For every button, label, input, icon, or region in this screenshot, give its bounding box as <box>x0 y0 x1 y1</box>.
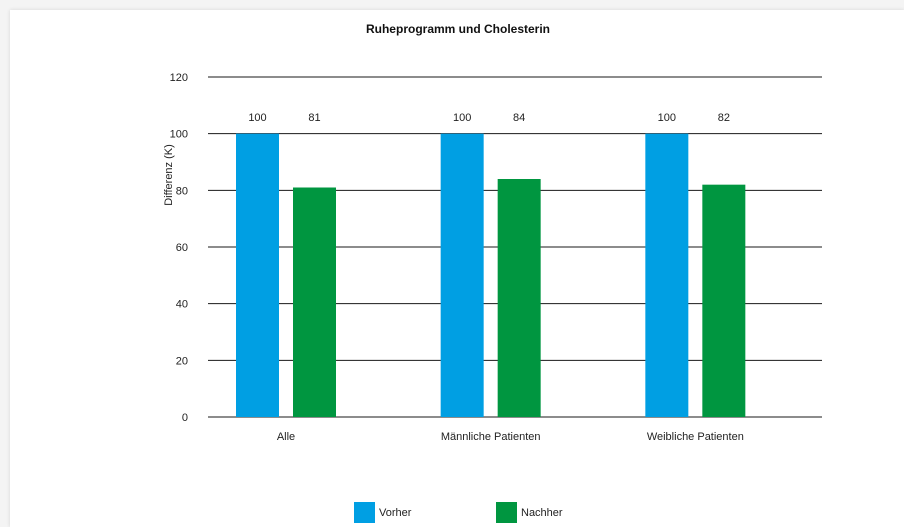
data-label: 84 <box>513 112 525 124</box>
y-tick-label: 60 <box>176 242 188 254</box>
y-tick-label: 0 <box>182 412 188 424</box>
legend-swatch-nachher <box>496 502 517 523</box>
data-label: 81 <box>308 112 320 124</box>
bar-vorher <box>645 133 689 417</box>
legend-label-nachher: Nachher <box>521 507 563 519</box>
bar-vorher <box>440 133 484 417</box>
data-label: 100 <box>658 112 676 124</box>
y-tick-label: 40 <box>176 299 188 311</box>
x-tick-label: Weibliche Patienten <box>647 431 744 443</box>
y-tick-label: 120 <box>170 72 188 84</box>
y-tick-label: 80 <box>176 185 188 197</box>
bar-vorher <box>236 133 279 417</box>
data-label: 100 <box>248 112 266 124</box>
legend-swatch-vorher <box>354 502 375 523</box>
data-label: 100 <box>453 112 471 124</box>
legend-label-vorher: Vorher <box>379 507 412 519</box>
x-tick-label: Männliche Patienten <box>441 431 541 443</box>
y-tick-label: 20 <box>176 355 188 367</box>
y-axis-label: Differenz (K) <box>163 144 175 206</box>
data-label: 82 <box>718 112 730 124</box>
bar-nachher <box>293 187 336 417</box>
bar-nachher <box>702 184 746 417</box>
y-tick-label: 100 <box>170 129 188 141</box>
bar-nachher <box>497 179 541 417</box>
x-tick-label: Alle <box>277 431 295 443</box>
chart-title: Ruheprogramm und Cholesterin <box>366 22 550 36</box>
